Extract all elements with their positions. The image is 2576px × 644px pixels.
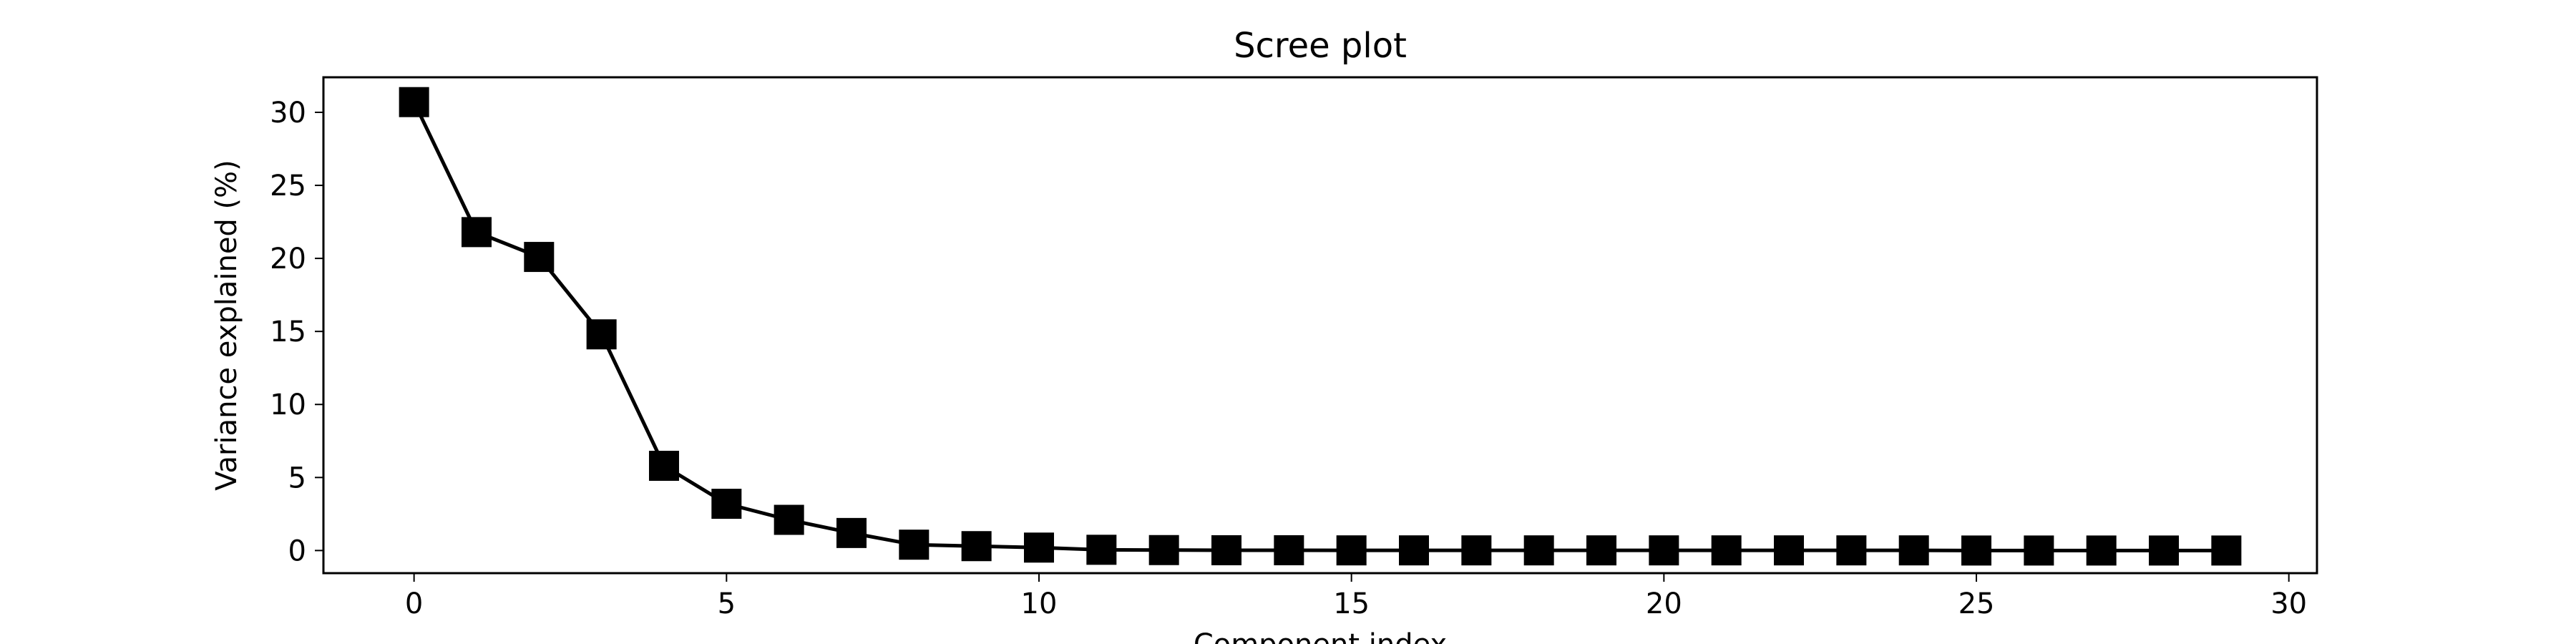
x-axis-label: Component index [1194, 628, 1447, 644]
data-point [1774, 535, 1805, 566]
data-point [1898, 535, 1929, 566]
plot-area: 0 5 10 15 20 25 30 0 5 10 15 20 25 30 [270, 76, 2318, 620]
data-point [1586, 535, 1617, 566]
data-point [2211, 535, 2242, 566]
y-axis-label: Variance explained (%) [210, 160, 243, 491]
data-point [774, 504, 804, 535]
data-point [899, 530, 930, 560]
data-point [1523, 535, 1554, 566]
data-point [1148, 535, 1179, 565]
data-point [1711, 535, 1742, 566]
chart-title: Scree plot [1234, 26, 1407, 66]
y-tick-label: 20 [270, 243, 306, 275]
data-point [836, 517, 867, 548]
data-point [2086, 535, 2117, 566]
data-point [1274, 535, 1304, 565]
data-point [524, 242, 555, 273]
data-point [1211, 535, 1241, 565]
data-point [648, 450, 679, 481]
x-tick-label: 30 [2270, 587, 2307, 620]
x-tick-label: 0 [405, 587, 423, 620]
y-tick-label: 0 [288, 535, 306, 567]
x-tick-label: 15 [1333, 587, 1370, 620]
y-tick-label: 30 [270, 97, 306, 130]
data-point [399, 87, 429, 117]
series-line [412, 100, 2228, 552]
x-tick-label: 20 [1646, 587, 1682, 620]
y-tick-label: 10 [270, 389, 306, 421]
data-point [1461, 535, 1492, 566]
data-point [1336, 535, 1367, 566]
data-point [711, 489, 742, 519]
data-point [586, 319, 617, 350]
data-point [2149, 535, 2180, 566]
data-point [1649, 535, 1679, 566]
x-tick-label: 5 [718, 587, 736, 620]
y-tick-label: 15 [270, 316, 306, 348]
data-point [961, 531, 992, 562]
data-point [1961, 535, 1992, 566]
data-point [461, 217, 492, 248]
y-tick-label: 25 [270, 170, 306, 203]
data-point [1399, 535, 1430, 566]
y-tick-label: 5 [288, 462, 306, 494]
data-point [2024, 535, 2054, 566]
data-point [1023, 532, 1054, 563]
data-point [1836, 535, 1867, 566]
x-tick-label: 25 [1958, 587, 1995, 620]
x-tick-label: 10 [1021, 587, 1058, 620]
plot-frame [322, 76, 2318, 575]
data-point [1086, 535, 1117, 565]
